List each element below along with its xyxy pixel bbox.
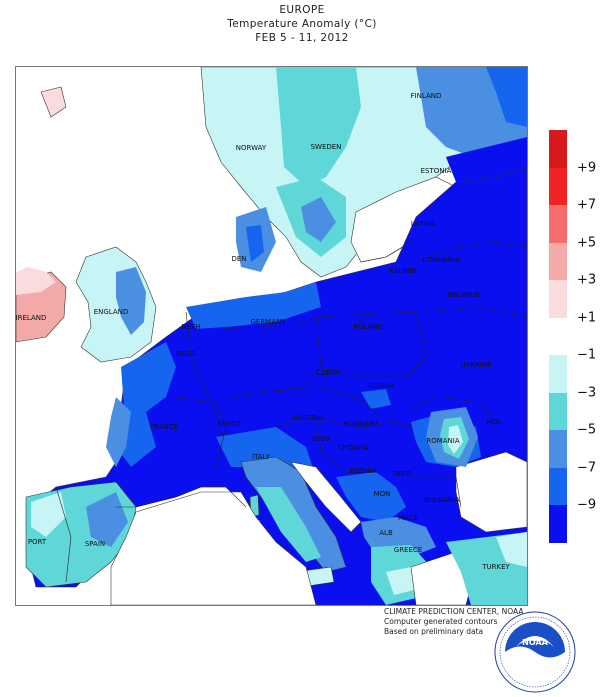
label-croatia: CROATIA — [337, 444, 369, 452]
legend-tick-label: +1 — [577, 310, 597, 326]
black-sea — [455, 451, 527, 533]
scotland-islands — [40, 86, 67, 118]
label-switzerland: SWITZ — [217, 420, 241, 428]
label-greece: GREECE — [393, 546, 423, 554]
color-legend — [549, 130, 567, 544]
legend-swatch — [549, 467, 567, 506]
legend-tick-label: +3 — [577, 272, 597, 288]
label-belgium: BELG — [176, 350, 196, 358]
turkey-minus1 — [496, 532, 527, 567]
label-macedonia: MACE — [397, 514, 419, 522]
label-estonia: ESTONIA — [420, 167, 452, 175]
label-poland: POLAND — [353, 323, 383, 331]
legend-tick-label: +7 — [577, 197, 597, 213]
legend-swatch — [549, 130, 567, 169]
label-montenegro: MON — [373, 490, 391, 498]
legend-swatch — [549, 430, 567, 469]
label-austria: AUSTRIA — [292, 414, 324, 422]
credit-center: CLIMATE PREDICTION CENTER, NOAA — [384, 607, 524, 616]
label-ireland: IRELAND — [15, 314, 47, 322]
legend-tick-label: +9 — [577, 160, 597, 176]
italy-band-minus5 — [256, 487, 321, 562]
map-subtitle: Temperature Anomaly (°C) — [227, 18, 377, 30]
label-slovenia: SLOV — [311, 435, 331, 443]
adriatic-sea — [290, 461, 362, 533]
legend-swatch — [549, 167, 567, 206]
label-slovakia: SLOVAK — [368, 382, 396, 390]
map-period: FEB 5 - 11, 2012 — [255, 32, 349, 44]
label-latvia: LATVIA — [410, 220, 436, 228]
label-france: FRANCE — [150, 423, 178, 431]
label-ukraine: UKRAINE — [460, 361, 492, 369]
britain-band-minus5 — [116, 267, 146, 335]
noaa-logo-text: NOAA — [522, 638, 548, 647]
credit-data: Based on preliminary data — [384, 627, 484, 636]
credit-contours: Computer generated contours — [384, 617, 498, 626]
map-region-title: EUROPE — [279, 4, 325, 16]
legend-tick-label: +5 — [577, 235, 597, 251]
label-norway: NORWAY — [235, 144, 267, 152]
legend-swatch — [549, 205, 567, 244]
balkans-minus7 — [336, 472, 406, 522]
label-moldova: MOL — [486, 418, 502, 426]
coastlines — [116, 241, 412, 508]
legend-swatch — [549, 317, 567, 356]
label-sweden: SWEDEN — [310, 143, 342, 151]
legend-swatch — [549, 242, 567, 281]
ireland-band-plus1 — [16, 267, 56, 295]
label-denmark: DEN — [231, 255, 247, 263]
legend-swatch — [549, 280, 567, 319]
legend-swatch — [549, 392, 567, 431]
label-albania: ALB — [379, 529, 393, 537]
iberia-band-minus5 — [86, 492, 128, 547]
germany-north-minus7 — [186, 282, 321, 329]
country-borders — [55, 241, 527, 583]
label-turkey: TURKEY — [482, 563, 510, 571]
map-canvas — [16, 67, 527, 605]
sweden-band-minus5 — [301, 197, 336, 242]
legend-swatch — [549, 355, 567, 394]
legend-tick-label: −5 — [577, 422, 597, 438]
slovakia-pocket-minus7 — [361, 389, 391, 409]
iberia-band-minus3 — [31, 492, 66, 537]
label-netherlands: NETH — [181, 323, 201, 331]
france-band-minus5 — [106, 397, 131, 467]
label-serbia: SERB — [392, 470, 412, 478]
label-spain: SPAIN — [84, 540, 106, 548]
legend-tick-label: −3 — [577, 385, 597, 401]
label-portugal: PORT — [27, 538, 47, 546]
france-band-minus7 — [116, 342, 176, 467]
legend-tick-label: −9 — [577, 497, 597, 513]
finland-band-minus7 — [486, 67, 527, 127]
label-czech: CZECH — [315, 369, 341, 377]
label-lithuania: LITHUANIA — [422, 256, 460, 264]
label-england: ENGLAND — [93, 308, 129, 316]
scandi-band-minus3 — [276, 67, 361, 187]
legend-swatch — [549, 505, 567, 544]
label-romania: ROMANIA — [426, 437, 460, 445]
label-hungary: HUNGARY — [343, 420, 379, 428]
legend-tick-label: −1 — [577, 347, 597, 363]
label-italy: ITALY — [252, 453, 270, 461]
mediterranean-sea — [110, 491, 317, 605]
label-germany: GERMANY — [250, 318, 286, 326]
anomaly-map: FINLAND NORWAY SWEDEN ESTONIA LATVIA LIT… — [15, 66, 528, 606]
greece-coast-minus1 — [386, 567, 418, 595]
label-kaliningrad: KALININ — [389, 267, 417, 275]
label-finland: FINLAND — [410, 92, 442, 100]
label-belarus: BELARUS — [447, 291, 481, 299]
legend-tick-label: −7 — [577, 460, 597, 476]
romania-core-minus1 — [448, 425, 463, 454]
denmark-minus7 — [246, 225, 264, 262]
label-bulgaria: BULGARIA — [424, 496, 460, 504]
label-bosnia: BOSNIA — [349, 467, 377, 475]
noaa-logo: NOAA — [494, 611, 576, 693]
